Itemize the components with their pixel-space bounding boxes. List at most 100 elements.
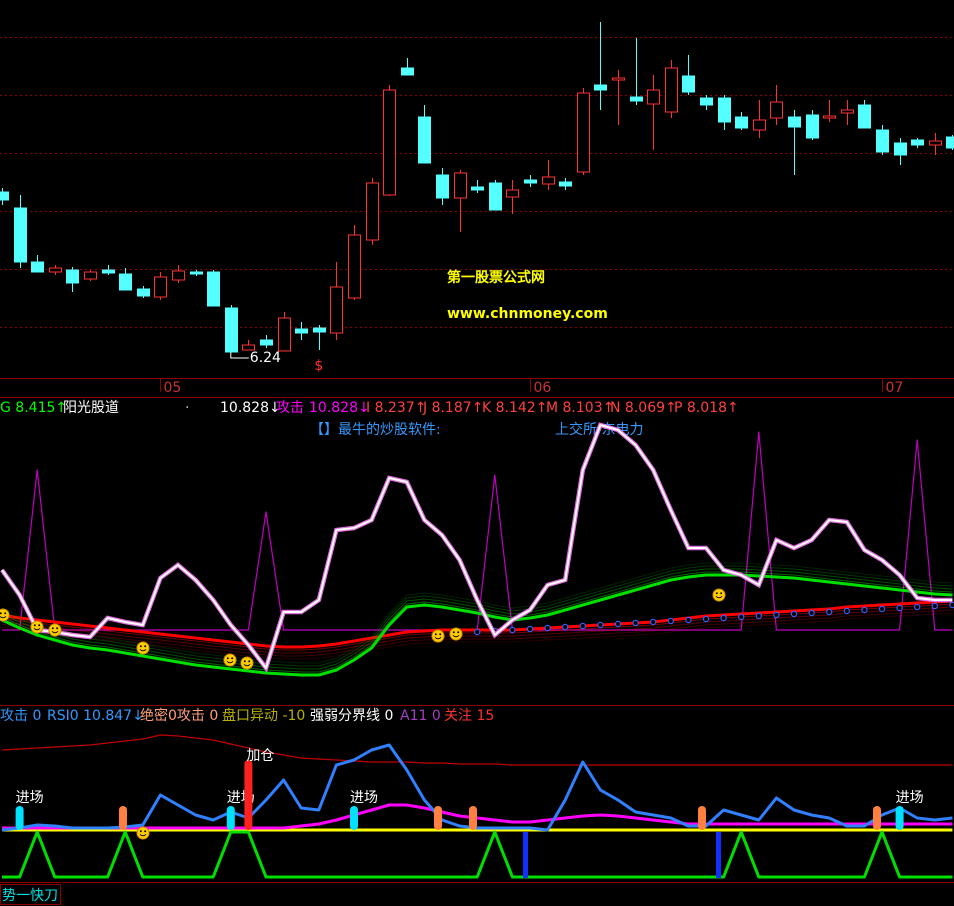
candle-body	[929, 140, 942, 146]
candle-body	[542, 176, 555, 185]
band-shade	[1, 609, 953, 657]
dot	[949, 601, 954, 609]
candle-body	[700, 97, 713, 106]
candle-body	[0, 191, 9, 201]
header-label: 10.828↓	[309, 400, 370, 416]
header-label: 盘口异动 -10	[222, 707, 305, 724]
candle-body	[823, 115, 836, 119]
candle-body	[894, 142, 907, 156]
blue-bar	[523, 832, 528, 878]
low-label: 6.24	[250, 350, 281, 366]
dot	[685, 616, 692, 624]
orange-marker	[698, 806, 706, 830]
header-label: ·	[185, 400, 189, 416]
candle-body	[946, 136, 954, 149]
candle-body	[788, 116, 801, 128]
header-label: J 8.187↑	[422, 400, 483, 416]
x-tick-label: 06	[534, 380, 552, 396]
candle-body	[577, 92, 590, 173]
header-label: 绝密0攻击 0	[140, 707, 218, 724]
signal-label: $	[314, 358, 323, 374]
candle-body	[559, 181, 572, 187]
candle-body	[665, 67, 678, 113]
header-label: 攻击 0	[0, 708, 41, 724]
signal-label: 进场	[16, 790, 44, 806]
smiley	[136, 641, 150, 655]
candle-body	[682, 75, 695, 93]
candle-body	[225, 307, 238, 353]
candle-body	[31, 261, 44, 273]
candle-body	[911, 139, 924, 146]
dot	[632, 619, 639, 627]
dot	[914, 603, 921, 611]
candle-body	[876, 129, 889, 153]
dot	[773, 611, 780, 619]
header-label: 阳光股道	[63, 400, 119, 416]
x-tick-label: 07	[886, 380, 904, 396]
signal-label: 进场	[350, 790, 378, 806]
candle-body	[330, 286, 343, 334]
dot	[878, 605, 886, 613]
candle-body	[366, 182, 379, 241]
signal-label: 进场	[896, 790, 924, 806]
dot	[931, 602, 939, 610]
candle-body	[313, 327, 326, 333]
smiley	[30, 620, 44, 634]
candle-body	[278, 317, 291, 352]
candle-body	[806, 114, 819, 139]
signal-marker	[895, 806, 904, 830]
low-bracket	[230, 352, 249, 359]
signal-marker	[15, 806, 24, 830]
candle-body	[84, 271, 97, 280]
candle-body	[524, 179, 537, 184]
dot	[667, 617, 675, 625]
dot	[509, 626, 516, 634]
dot	[738, 613, 745, 621]
header-note: 【】最牛的炒股软件:	[310, 422, 441, 438]
candle-body	[418, 116, 431, 164]
candle-body	[753, 119, 766, 131]
watermark: www.chnmoney.com	[447, 306, 608, 322]
candle-body	[735, 116, 748, 129]
series-line	[1, 743, 953, 832]
candle-body	[49, 267, 62, 273]
orange-marker	[119, 806, 127, 830]
series-line	[1, 734, 953, 766]
tab-box	[0, 884, 61, 905]
smiley	[136, 826, 150, 840]
candle-body	[858, 104, 871, 129]
dot	[720, 614, 727, 622]
tab-label: 势一快刀	[2, 888, 58, 904]
candle-body	[506, 189, 519, 198]
dot	[579, 622, 587, 630]
x-tick-label: 05	[164, 380, 182, 396]
header-label: RSI0 10.847↓	[47, 708, 144, 724]
signal-marker	[226, 806, 235, 830]
header-label: 强弱分界线 0	[310, 708, 393, 724]
candle-body	[383, 89, 396, 196]
candle-body	[471, 186, 484, 191]
orange-marker	[469, 806, 477, 830]
header-label: G 8.415↑	[0, 400, 67, 416]
header-label: I 8.237↑	[366, 400, 426, 416]
dot	[562, 623, 569, 631]
candle-body	[454, 172, 467, 199]
candle-body	[348, 234, 361, 299]
dot	[650, 618, 657, 626]
dot	[544, 624, 551, 632]
candle-body	[630, 96, 643, 102]
header-label: M 8.103↑	[546, 400, 614, 416]
candle-body	[612, 77, 625, 81]
candle-body	[207, 271, 220, 307]
candle-body	[401, 67, 414, 76]
dot	[526, 625, 534, 633]
signal-markers	[119, 806, 881, 878]
dot	[843, 607, 851, 615]
candle-body	[841, 109, 854, 114]
candle-body	[66, 269, 79, 284]
dot	[826, 608, 833, 616]
candle-body	[14, 207, 27, 263]
dot	[896, 604, 903, 612]
smiley	[449, 627, 463, 641]
